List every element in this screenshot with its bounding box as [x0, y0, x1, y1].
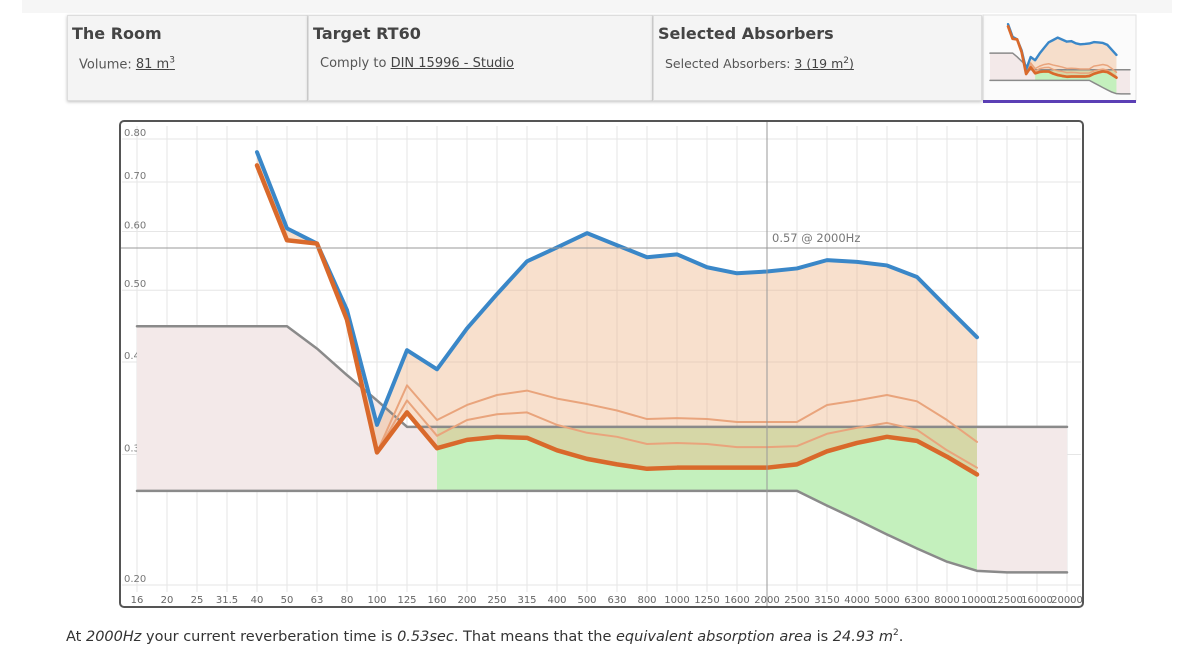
x-tick-label: 20000 [1051, 595, 1083, 606]
y-tick-label: 0.30 [124, 444, 146, 455]
x-tick-label: 1250 [694, 595, 719, 606]
thumbnail [989, 22, 1131, 95]
x-tick-label: 630 [607, 595, 626, 606]
y-tick-label: 0.40 [124, 351, 146, 362]
card-link[interactable]: 81 m3 [135, 56, 175, 73]
x-tick-label: 100 [367, 595, 386, 606]
x-tick-label: 16 [131, 595, 144, 606]
x-tick-label: 25 [191, 595, 204, 606]
series-line [376, 384, 978, 454]
area-fill [1008, 24, 1117, 78]
card-label: Selected Absorbers: [665, 56, 791, 72]
series-line [1025, 62, 1118, 75]
top-bar [22, 0, 1172, 13]
superscript: 3 [169, 56, 175, 66]
series-line [1025, 64, 1118, 78]
series-line [254, 163, 980, 477]
x-tick-label: 80 [341, 595, 354, 606]
y-tick-label: 0.20 [124, 574, 146, 585]
text: . That means that the [453, 628, 617, 645]
thumbnail-underline [983, 100, 1136, 103]
card-link[interactable]: 3 (19 m2) [794, 56, 853, 71]
x-tick-label: 200 [457, 595, 476, 606]
text: At [66, 628, 86, 645]
x-tick-label: 1000 [664, 595, 689, 606]
y-tick-label: 0.70 [124, 171, 146, 182]
link-text: ) [849, 56, 854, 72]
series-line [135, 489, 1069, 574]
card-title: Selected Absorbers [658, 24, 834, 43]
superscript: 2 [843, 56, 850, 66]
emphasis: 24.93 m [832, 628, 894, 645]
crosshair-label: 0.57 @ 2000Hz [772, 231, 860, 245]
x-tick-label: 500 [577, 595, 596, 606]
x-tick-label: 3150 [814, 595, 839, 606]
x-tick-label: 31.5 [216, 595, 238, 606]
x-tick-label: 8000 [934, 595, 959, 606]
text: your current reverberation time is [141, 628, 398, 645]
y-tick-label: 0.60 [124, 221, 146, 232]
x-tick-label: 10000 [961, 595, 993, 606]
x-tick-label: 400 [547, 595, 566, 606]
series-line [989, 79, 1131, 95]
card-label: Comply to [320, 56, 387, 71]
emphasis: 0.53sec [397, 628, 454, 645]
card-link[interactable]: DIN 15996 - Studio [391, 56, 514, 71]
emphasis: 2000Hz [85, 628, 142, 645]
x-tick-label: 4000 [844, 595, 869, 606]
card-label: Volume: [79, 57, 132, 73]
x-tick-label: 40 [251, 595, 264, 606]
card-text: Comply to DIN 15996 - Studio [320, 56, 652, 71]
series-line [135, 325, 1069, 429]
x-tick-label: 50 [281, 595, 294, 606]
room-card[interactable]: The Room Volume: 81 m3 [67, 15, 308, 101]
card-title: Target RT60 [313, 24, 421, 43]
area-fill [257, 152, 977, 475]
x-tick-label: 2500 [784, 595, 809, 606]
footer-text: At 2000Hz your current reverberation tim… [66, 628, 903, 645]
x-tick-label: 800 [637, 595, 656, 606]
link-text: DIN 15996 - Studio [390, 56, 514, 71]
superscript: 2 [893, 628, 899, 638]
x-tick-label: 63 [311, 595, 324, 606]
x-tick-label: 160 [427, 595, 446, 606]
emphasis: equivalent absorption area [616, 628, 812, 645]
card-title: The Room [72, 24, 162, 43]
x-tick-label: 12500 [991, 595, 1023, 606]
x-tick-label: 6300 [904, 595, 929, 606]
series-line [376, 399, 978, 469]
x-tick-label: 250 [487, 595, 506, 606]
plot [135, 150, 1069, 574]
text: is [811, 628, 833, 645]
x-tick-label: 1600 [724, 595, 749, 606]
x-tick-label: 125 [397, 595, 416, 606]
x-tick-label: 5000 [874, 595, 899, 606]
text: . [898, 628, 904, 645]
series-line [255, 150, 979, 427]
y-tick-label: 0.80 [124, 128, 146, 139]
x-tick-label: 16000 [1021, 595, 1053, 606]
absorbers-card[interactable]: Selected Absorbers Selected Absorbers: 3… [653, 15, 982, 101]
x-tick-label: 20 [161, 595, 174, 606]
card-text: Volume: 81 m3 [79, 56, 307, 72]
area-fill [437, 426, 977, 571]
target-card[interactable]: Target RT60 Comply to DIN 15996 - Studio [308, 15, 653, 101]
link-text: 3 (19 m [794, 56, 844, 72]
card-text: Selected Absorbers: 3 (19 m2) [665, 56, 981, 71]
y-tick-label: 0.50 [124, 279, 146, 290]
x-tick-label: 315 [517, 595, 536, 606]
series-line [1006, 25, 1118, 80]
link-text: 81 m [135, 57, 170, 73]
